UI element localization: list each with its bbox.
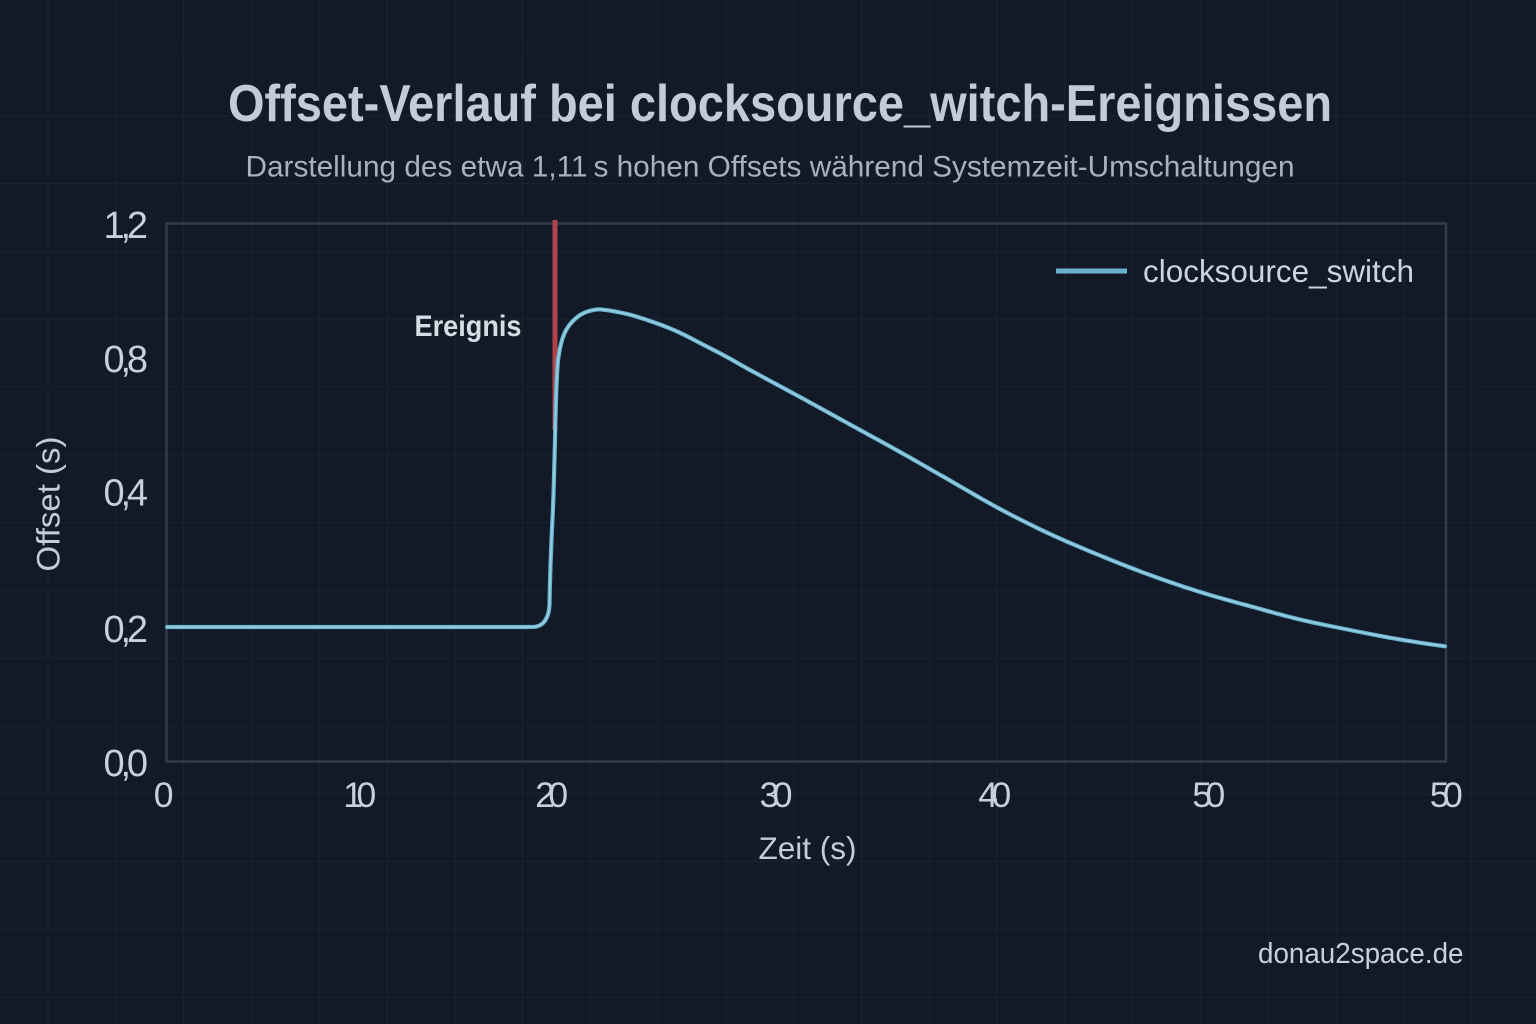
svg-text:10: 10	[343, 775, 376, 815]
svg-text:0,2: 0,2	[104, 609, 149, 651]
svg-text:50: 50	[1192, 775, 1225, 815]
svg-text:0,4: 0,4	[104, 473, 149, 515]
svg-text:0,8: 0,8	[104, 339, 149, 381]
svg-text:Darstellung des etwa 1,11 s ho: Darstellung des etwa 1,11 s hohen Offset…	[246, 151, 1295, 184]
svg-text:50: 50	[1430, 775, 1463, 815]
svg-text:clocksource_switch: clocksource_switch	[1143, 253, 1414, 289]
svg-text:1,2: 1,2	[104, 205, 149, 247]
svg-text:0: 0	[154, 775, 174, 815]
svg-text:0,0: 0,0	[104, 743, 149, 785]
svg-text:donau2space.de: donau2space.de	[1258, 938, 1464, 970]
svg-text:30: 30	[760, 775, 793, 815]
svg-text:20: 20	[535, 775, 568, 815]
svg-text:Zeit (s): Zeit (s)	[759, 830, 857, 866]
svg-text:Offset (s): Offset (s)	[31, 437, 67, 572]
svg-text:Offset-Verlauf bei clocksource: Offset-Verlauf bei clocksource_witch-Ere…	[228, 75, 1332, 133]
svg-text:40: 40	[978, 775, 1011, 815]
svg-text:Ereignis: Ereignis	[415, 310, 522, 343]
